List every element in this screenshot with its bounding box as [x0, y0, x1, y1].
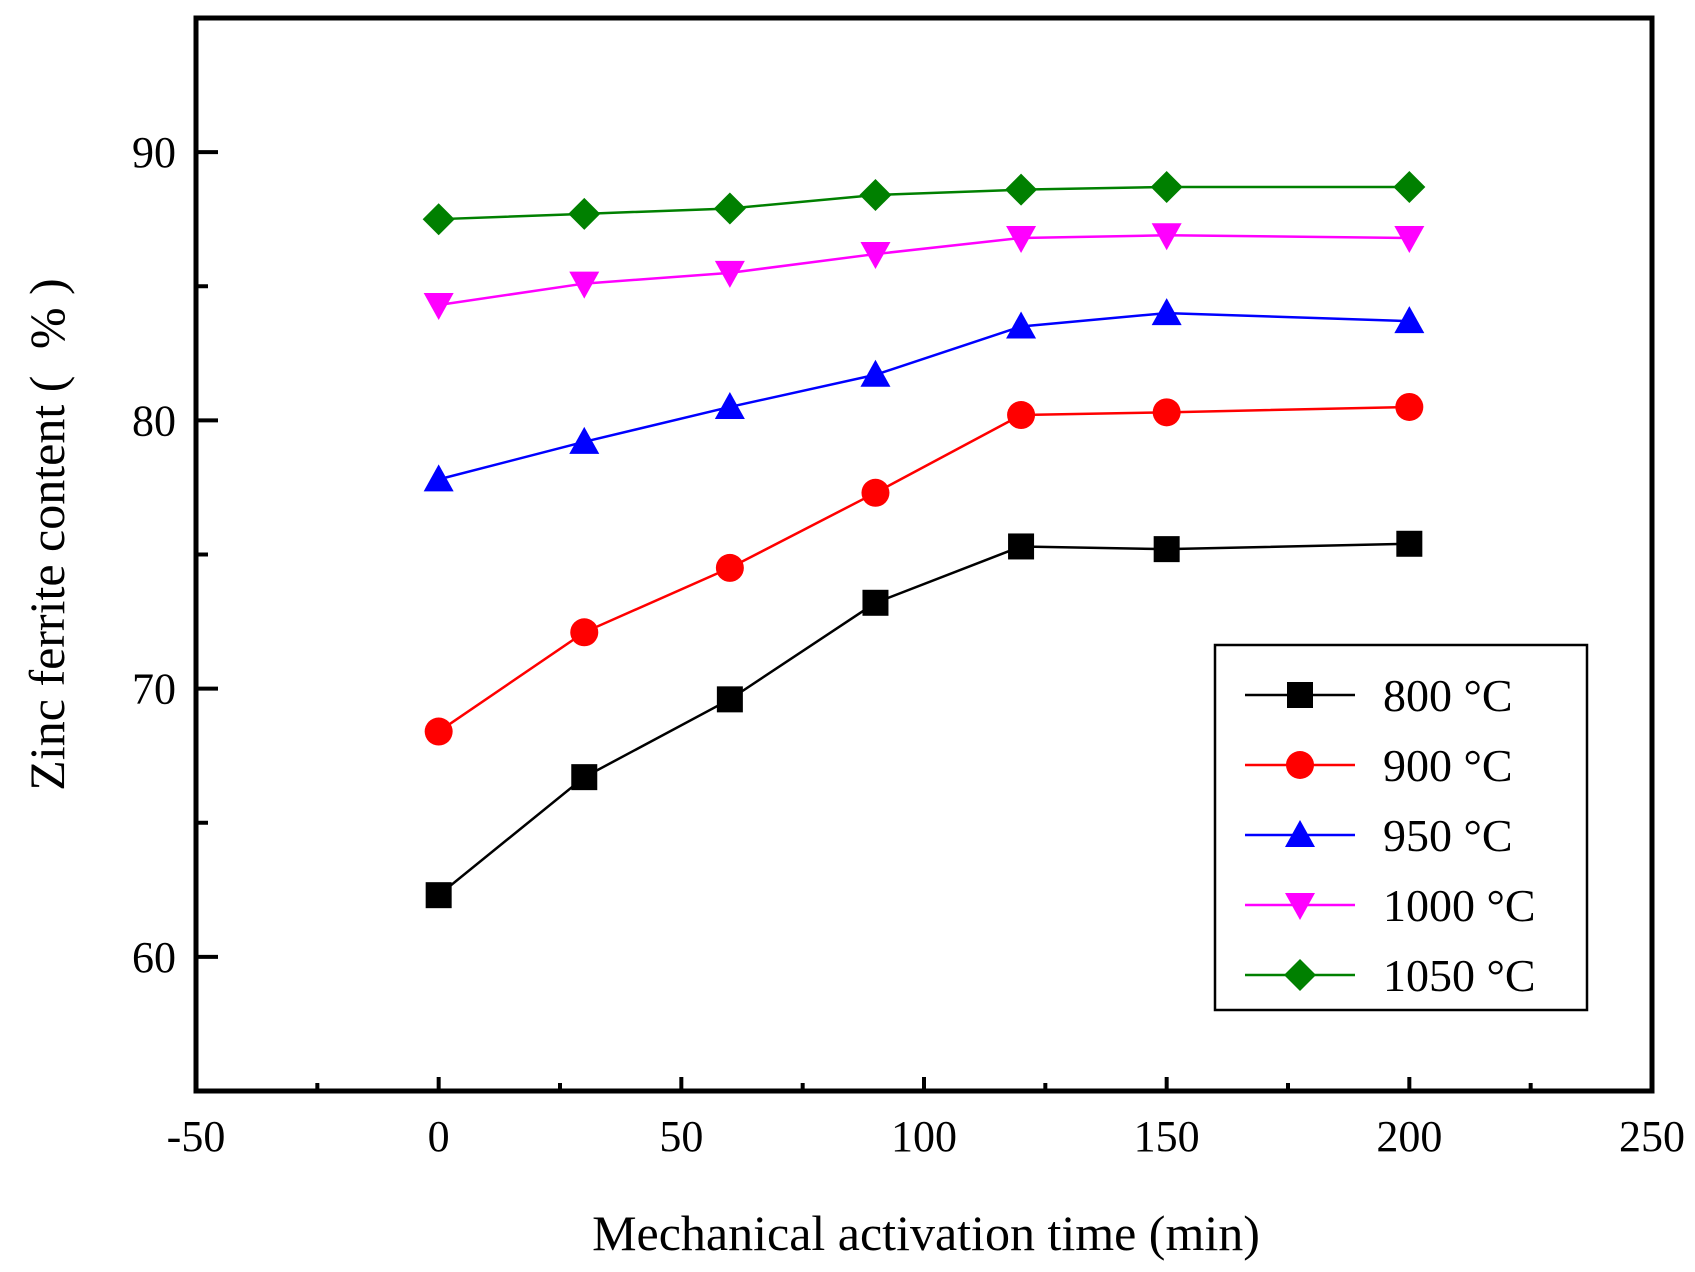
data-point — [424, 717, 453, 746]
y-axis-title: Zinc ferrite content ( % ) — [19, 278, 75, 790]
legend-item: 950 °C — [1245, 810, 1513, 861]
data-point — [1151, 298, 1182, 326]
data-point — [859, 179, 892, 212]
legend-item: 800 °C — [1245, 670, 1513, 721]
data-point — [1151, 223, 1182, 251]
legend-marker — [1284, 959, 1316, 991]
data-point — [1005, 173, 1038, 206]
legend-label: 800 °C — [1383, 670, 1513, 721]
x-tick-label: 0 — [428, 1112, 450, 1161]
legend-label: 1050 °C — [1383, 950, 1536, 1001]
data-point — [714, 260, 745, 288]
x-axis-title: Mechanical activation time (min) — [592, 1205, 1260, 1261]
x-tick-label: 50 — [659, 1112, 703, 1161]
data-point — [860, 242, 891, 270]
data-point — [1006, 225, 1037, 253]
legend-label: 950 °C — [1383, 810, 1513, 861]
data-point — [861, 478, 890, 507]
legend-label: 1000 °C — [1383, 880, 1536, 931]
x-tick-label: 200 — [1376, 1112, 1442, 1161]
data-point — [1152, 398, 1181, 427]
y-tick-label: 60 — [132, 933, 176, 982]
series-1 — [424, 392, 1424, 746]
data-point — [568, 197, 601, 230]
data-point — [423, 293, 454, 321]
y-axis-title-main: Zinc ferrite content — [19, 405, 75, 791]
series-4 — [422, 170, 1426, 236]
data-point — [1006, 311, 1037, 339]
data-point — [569, 271, 600, 299]
y-tick-label: 90 — [132, 128, 176, 177]
data-point — [1393, 170, 1426, 203]
x-tick-label: 150 — [1134, 1112, 1200, 1161]
series-3 — [423, 223, 1425, 321]
y-axis-title-paren-close: ) — [19, 278, 75, 295]
y-tick-label: 80 — [132, 396, 176, 445]
x-tick-label: 250 — [1619, 1112, 1685, 1161]
data-point — [571, 764, 598, 791]
x-tick-label: 100 — [891, 1112, 957, 1161]
y-axis-title-paren-open: ( — [19, 376, 75, 393]
axes: -50 0 50 100 150 200 250 60 70 80 90 — [132, 128, 1685, 1161]
legend-item: 1000 °C — [1245, 880, 1536, 931]
legend: 800 °C 900 °C 950 °C 1000 °C 1050 °C — [1213, 643, 1589, 1012]
data-point — [714, 391, 745, 419]
data-point — [860, 359, 891, 387]
data-point — [1395, 392, 1424, 421]
legend-marker — [1285, 893, 1315, 920]
data-point — [570, 618, 599, 647]
data-point — [1153, 536, 1180, 563]
y-tick-label: 70 — [132, 665, 176, 714]
data-point — [715, 553, 744, 582]
data-point — [1007, 401, 1036, 430]
series-0 — [425, 530, 1423, 909]
legend-item: 1050 °C — [1245, 950, 1536, 1001]
data-point — [569, 426, 600, 454]
series-line — [438, 311, 1410, 481]
data-point — [1396, 530, 1423, 557]
legend-label: 900 °C — [1383, 740, 1513, 791]
data-point — [425, 882, 452, 909]
data-point — [1008, 533, 1035, 560]
data-point — [1150, 170, 1183, 203]
legend-marker — [1285, 820, 1315, 847]
data-point — [423, 464, 454, 492]
data-point — [422, 203, 455, 236]
data-point — [1394, 306, 1425, 334]
legend-marker — [1286, 751, 1314, 779]
data-point — [716, 686, 743, 713]
plot-area — [422, 170, 1426, 909]
y-axis-title-unit: % — [19, 307, 75, 349]
data-point — [713, 192, 746, 225]
legend-marker — [1287, 682, 1313, 708]
legend-item: 900 °C — [1245, 740, 1513, 791]
x-tick-label: -50 — [167, 1112, 226, 1161]
data-point — [862, 589, 889, 616]
data-point — [1394, 225, 1425, 253]
series-2 — [423, 298, 1425, 492]
legend-box — [1213, 643, 1589, 1012]
